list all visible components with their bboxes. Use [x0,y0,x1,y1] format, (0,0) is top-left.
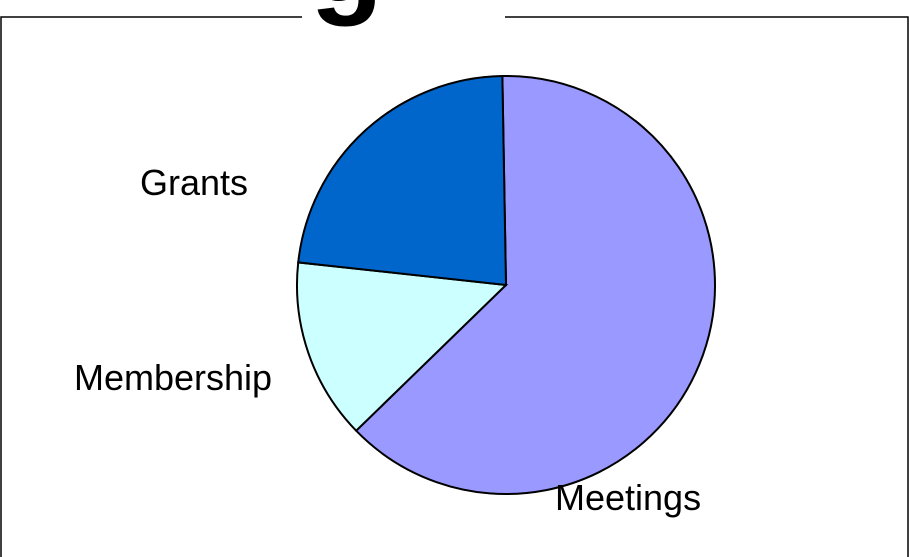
slice-label-meetings: Meetings [555,477,701,518]
pie-labels: Meetings Membership Grants [74,162,701,518]
clipped-title-fragment: g [310,0,383,20]
pie-slice-grants [297,75,508,287]
frame-border [0,16,909,557]
pie-slices [295,75,716,495]
pie-slice-meetings [354,75,716,495]
slice-label-membership: Membership [74,357,272,398]
slice-label-grants: Grants [140,162,248,203]
pie-slice-membership [295,261,509,433]
